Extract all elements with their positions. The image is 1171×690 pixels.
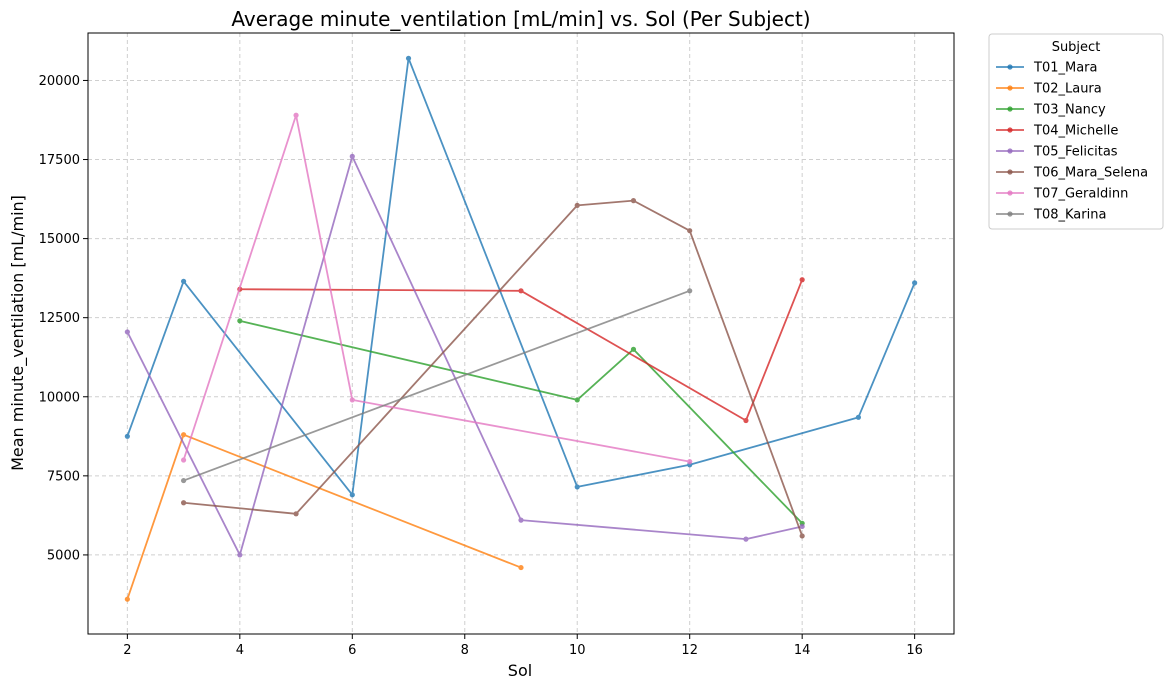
legend-swatch-marker — [1007, 64, 1013, 70]
legend-swatch-marker — [1007, 190, 1013, 196]
series-line — [239, 279, 804, 422]
data-point — [574, 202, 580, 208]
data-point — [855, 414, 862, 420]
legend-item: T05_Felicitas — [996, 145, 1118, 160]
data-point — [630, 198, 637, 204]
series-line — [239, 319, 803, 524]
legend-label: T03_Nancy — [1033, 103, 1106, 118]
legend-swatch-marker — [1007, 127, 1013, 133]
data-point — [180, 457, 187, 463]
series-T05_Felicitas — [124, 153, 805, 558]
data-point — [180, 432, 187, 438]
series-T07_Geraldinn — [180, 112, 693, 465]
x-tick-label: 16 — [906, 643, 923, 658]
series-T06_Mara_Selena — [180, 198, 805, 539]
series-layer — [124, 55, 918, 602]
chart-title: Average minute_ventilation [mL/min] vs. … — [231, 7, 810, 31]
data-point — [124, 596, 130, 602]
data-point — [237, 552, 243, 558]
series-T04_Michelle — [237, 277, 805, 424]
series-T08_Karina — [180, 288, 693, 484]
data-point — [180, 500, 187, 506]
x-tick-label: 14 — [794, 643, 811, 658]
data-point — [574, 397, 580, 403]
data-point — [799, 277, 805, 283]
data-point — [799, 523, 805, 530]
data-point — [349, 153, 355, 159]
x-tick-label: 4 — [236, 643, 244, 658]
data-point — [743, 417, 749, 424]
data-point — [124, 433, 130, 439]
y-tick-label: 7500 — [47, 469, 80, 484]
x-tick-label: 6 — [348, 643, 356, 658]
legend-label: T08_Karina — [1033, 208, 1106, 223]
data-point — [518, 517, 524, 523]
y-tick-label: 10000 — [39, 390, 80, 405]
legend-title: Subject — [1052, 40, 1101, 55]
legend-item: T07_Geraldinn — [996, 187, 1128, 202]
legend-label: T01_Mara — [1033, 61, 1097, 76]
data-point — [293, 112, 299, 118]
data-point — [687, 288, 693, 294]
data-point — [518, 288, 524, 294]
legend-label: T04_Michelle — [1033, 124, 1118, 139]
legend-swatch-marker — [1007, 211, 1013, 217]
data-point — [912, 280, 918, 286]
plot-frame — [87, 32, 955, 635]
series-line — [126, 57, 916, 496]
data-point — [180, 477, 187, 484]
legend-swatch-marker — [1007, 169, 1013, 175]
data-point — [687, 228, 693, 234]
data-point — [574, 484, 580, 490]
data-point — [687, 459, 693, 465]
legend-item: T02_Laura — [996, 82, 1102, 97]
series-line — [126, 155, 803, 556]
data-point — [237, 318, 243, 324]
y-tick-label: 12500 — [39, 311, 80, 326]
legend-item: T04_Michelle — [996, 124, 1118, 139]
x-tick-label: 10 — [569, 643, 586, 658]
data-point — [743, 536, 749, 542]
data-point — [293, 511, 299, 517]
series-line — [183, 289, 691, 482]
legend-item: T01_Mara — [996, 61, 1097, 76]
y-tick-label: 20000 — [39, 74, 80, 89]
series-T02_Laura — [124, 432, 524, 602]
legend: Subject T01_Mara T02_Laura T03_Nancy T04_Mi… — [988, 33, 1164, 230]
data-point — [349, 397, 355, 403]
legend-swatch-marker — [1007, 148, 1013, 154]
legend-label: T06_Mara_Selena — [1033, 166, 1148, 181]
data-point — [124, 329, 130, 335]
data-point — [405, 55, 412, 61]
legend-item: T08_Karina — [996, 208, 1106, 223]
data-point — [180, 278, 187, 284]
legend-frame — [988, 33, 1164, 230]
data-point — [630, 346, 637, 352]
data-point — [518, 564, 524, 571]
series-line — [183, 199, 804, 537]
x-tick-label: 12 — [681, 643, 698, 658]
y-axis-label: Mean minute_ventilation [mL/min] — [8, 195, 28, 471]
legend-label: T02_Laura — [1033, 82, 1102, 97]
legend-item: T06_Mara_Selena — [996, 166, 1148, 181]
grid-layer — [88, 33, 954, 634]
legend-items: T01_Mara T02_Laura T03_Nancy T04_Michelle T0… — [996, 61, 1148, 223]
x-tick-label: 8 — [461, 643, 469, 658]
legend-item: T03_Nancy — [996, 103, 1106, 118]
legend-label: T07_Geraldinn — [1033, 187, 1128, 202]
y-tick-label: 17500 — [39, 153, 80, 168]
tick-layer: 2 4 6 8 10 12 14 16 5000 7500 10000 12500 15000 17500… — [39, 74, 923, 658]
legend-label: T05_Felicitas — [1033, 145, 1118, 160]
y-tick-label: 15000 — [39, 232, 80, 247]
data-point — [799, 533, 805, 539]
series-T03_Nancy — [237, 318, 805, 526]
series-line — [182, 114, 690, 463]
data-point — [349, 492, 355, 498]
x-axis-label: Sol — [508, 661, 532, 680]
legend-swatch-marker — [1007, 85, 1013, 91]
legend-swatch-marker — [1007, 106, 1013, 112]
y-tick-label: 5000 — [47, 548, 80, 563]
x-tick-label: 2 — [123, 643, 131, 658]
